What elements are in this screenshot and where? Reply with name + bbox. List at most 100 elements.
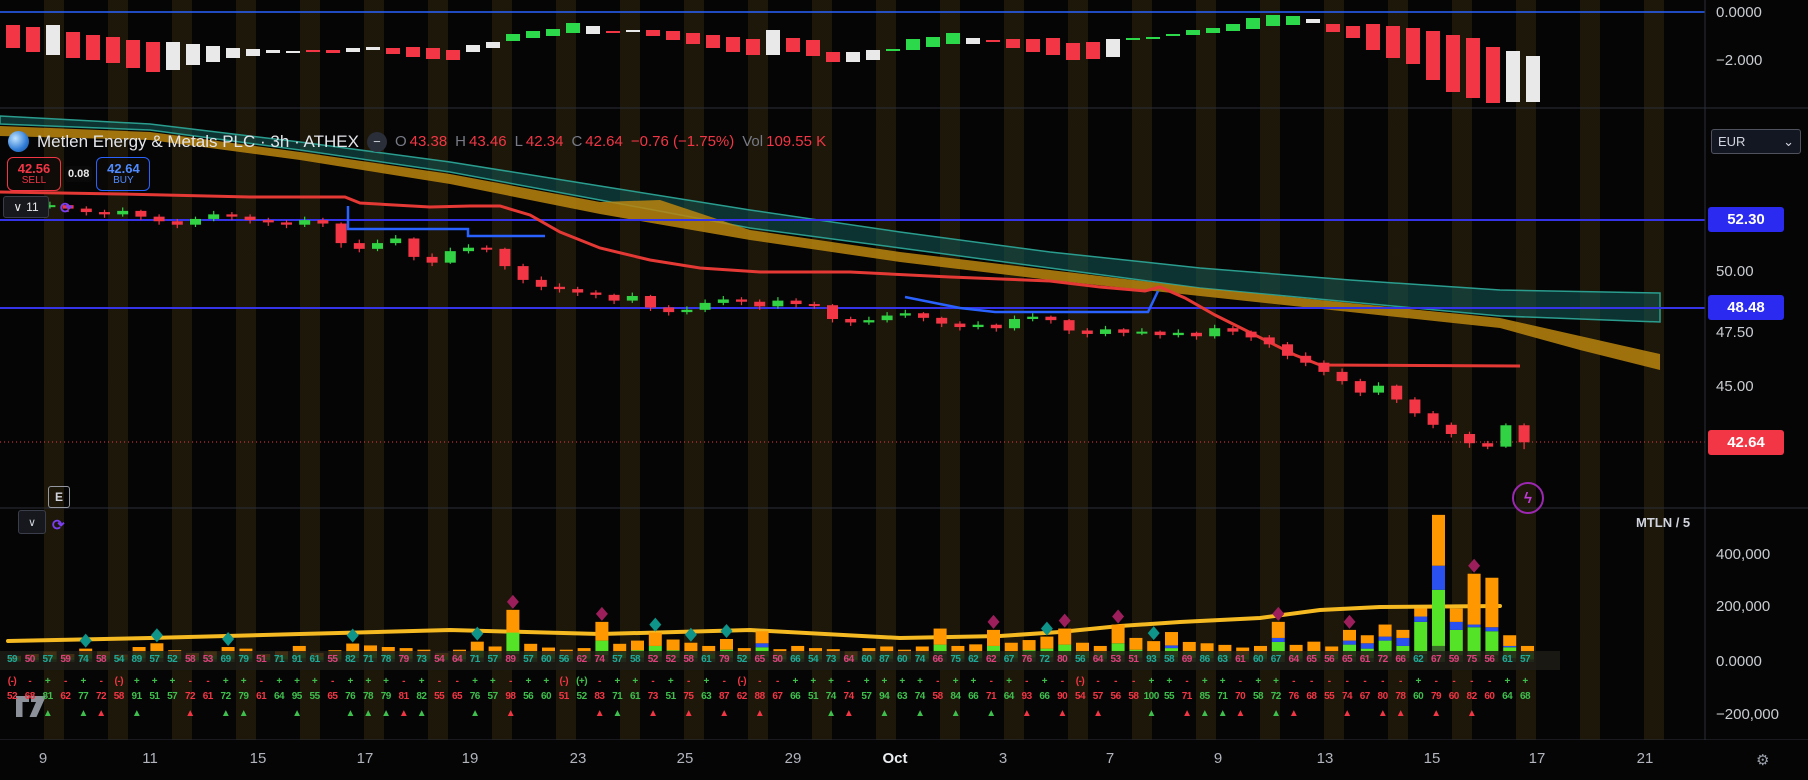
- histogram-bar: [1386, 26, 1400, 58]
- osc-row1-value: 62: [985, 654, 997, 665]
- histogram-bar: [226, 48, 240, 58]
- volume-segment: [364, 645, 377, 653]
- candle-body: [1245, 331, 1257, 338]
- osc-row2-value: 60: [1448, 691, 1460, 702]
- candle-body: [699, 302, 711, 310]
- time-axis[interactable]: 9 11 15 17 19 23 25 29 Oct 3 7 9 13 15 17 21: [0, 740, 1808, 780]
- osc-sign: (+): [576, 676, 588, 687]
- histogram-bar: [1526, 56, 1540, 102]
- osc-row1-value: 74: [78, 654, 89, 665]
- candle-body: [1445, 424, 1457, 434]
- histogram-bar: [1126, 38, 1140, 40]
- osc-sign: -: [1131, 676, 1135, 687]
- osc-row1-value: 64: [1092, 654, 1104, 665]
- gear-icon[interactable]: ⚙: [1756, 752, 1770, 769]
- e-mode-button[interactable]: E: [48, 486, 70, 508]
- candle-body: [754, 301, 766, 307]
- collapse-legend-icon[interactable]: −: [366, 131, 387, 152]
- candle-body: [463, 247, 474, 252]
- volume-segment: [595, 621, 609, 641]
- osc-sign: -: [1487, 676, 1491, 687]
- volume-readout: Vol 109.55 K: [742, 133, 827, 150]
- buy-button[interactable]: 42.64 BUY: [96, 157, 151, 191]
- candle-body: [1482, 443, 1494, 447]
- osc-row2-value: 55: [434, 691, 445, 702]
- maroon-diamond-marker: [1058, 613, 1071, 628]
- candle-body: [1318, 362, 1330, 372]
- osc-row1-value: 71: [273, 654, 285, 665]
- osc-row1-value: 52: [167, 654, 178, 665]
- osc-row1-value: 50: [24, 654, 36, 665]
- teal-diamond-marker: [720, 623, 733, 638]
- osc-row2-value: 75: [683, 691, 694, 702]
- candle-body: [681, 309, 693, 313]
- histogram-bar: [1206, 28, 1220, 33]
- candle-body: [1209, 328, 1221, 337]
- osc-row2-value: 61: [256, 691, 267, 702]
- histogram-bar: [786, 38, 800, 52]
- histogram-bar: [1426, 31, 1440, 80]
- volume-segment: [666, 639, 680, 651]
- candle-body: [1136, 331, 1148, 334]
- volume-segment: [1360, 635, 1374, 644]
- osc-triangle-marker: ▲: [826, 708, 836, 719]
- time-axis-date: 25: [676, 750, 694, 767]
- osc-sign: (-): [1075, 676, 1085, 687]
- osc-row1-value: 73: [416, 654, 427, 665]
- histogram-bar: [26, 27, 40, 52]
- histogram-bar: [966, 38, 980, 44]
- osc-triangle-marker: ▲: [683, 708, 694, 719]
- osc-row2-value: 82: [1466, 691, 1478, 702]
- osc-triangle-marker: ▲: [950, 708, 961, 719]
- osc-row2-value: 66: [790, 691, 801, 702]
- osc-row2-value: 68: [24, 691, 36, 702]
- time-axis-date: 9: [1213, 750, 1223, 767]
- ohlc-low: L 42.34: [514, 133, 564, 150]
- osc-row2-value: 72: [220, 691, 232, 702]
- price-axis-label: 45.00: [1716, 378, 1754, 395]
- osc-sign: -: [508, 676, 512, 687]
- candle-body: [226, 214, 238, 217]
- indicators-collapse-button[interactable]: ∨ 11: [3, 196, 49, 218]
- osc-row2-value: 73: [647, 691, 659, 702]
- osc-row1-value: 54: [434, 654, 445, 665]
- time-axis-date: 9: [38, 750, 48, 767]
- candle-body: [1354, 381, 1366, 393]
- osc-triangle-marker: ▲: [1057, 708, 1067, 719]
- osc-row2-value: 60: [1484, 691, 1495, 702]
- ohlc-high: H 43.46: [455, 133, 507, 150]
- instant-order-icon[interactable]: ϟ: [1512, 482, 1544, 514]
- histogram-bar: [766, 30, 780, 55]
- candle-body: [1045, 316, 1057, 321]
- osc-row2-value: 79: [1430, 691, 1442, 702]
- symbol-legend[interactable]: Metlen Energy & Metals PLC · 3h · ATHEX …: [8, 131, 826, 152]
- osc-triangle-marker: ▲: [754, 708, 765, 719]
- osc-triangle-marker: ▲: [42, 708, 53, 719]
- osc-triangle-marker: ▲: [612, 708, 622, 719]
- histogram-bar: [466, 45, 480, 52]
- price-axis[interactable]: [1705, 0, 1808, 740]
- time-axis-date: 23: [569, 750, 587, 767]
- osc-row2-value: 72: [95, 691, 107, 702]
- volume-sync-icon[interactable]: ⟳: [52, 517, 65, 534]
- osc-row2-value: 62: [736, 691, 748, 702]
- volume-collapse-button[interactable]: ∨: [18, 510, 46, 534]
- sync-icon[interactable]: ⟳: [60, 200, 73, 217]
- histogram-bar: [886, 49, 900, 51]
- osc-sign: -: [936, 676, 940, 687]
- candle-body: [827, 305, 838, 319]
- osc-row1-value: 69: [220, 654, 232, 665]
- osc-row1-value: 67: [1430, 654, 1442, 665]
- osc-sign: +: [1255, 676, 1261, 687]
- osc-row2-value: 78: [1395, 691, 1406, 702]
- osc-sign: (-): [114, 676, 124, 687]
- currency-select[interactable]: EUR ⌄: [1711, 129, 1801, 154]
- osc-row2-value: 55: [1324, 691, 1335, 702]
- symbol-title[interactable]: Metlen Energy & Metals PLC · 3h · ATHEX: [37, 131, 359, 151]
- volume-segment: [1396, 629, 1410, 638]
- histogram-bar: [1066, 43, 1080, 60]
- candle-body: [372, 243, 383, 249]
- volume-segment: [791, 645, 805, 654]
- sell-button[interactable]: 42.56 SELL: [7, 157, 61, 191]
